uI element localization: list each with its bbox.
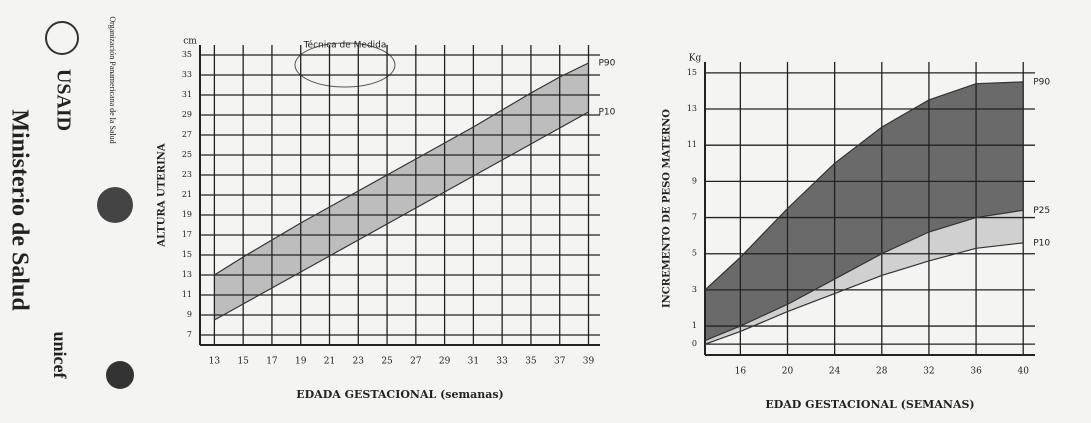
unit-label: cm [183, 37, 197, 47]
x-tick-label: 15 [237, 357, 249, 367]
y-tick-label: 3 [692, 285, 697, 294]
y-tick-label: 15 [687, 68, 697, 77]
x-tick-label: 29 [439, 357, 451, 367]
y-tick-label: 7 [187, 330, 192, 339]
x-tick-label: 23 [353, 357, 365, 367]
x-tick-label: 13 [209, 357, 221, 367]
y-tick-label: 11 [687, 140, 697, 149]
y-tick-label: 15 [182, 250, 192, 259]
y-tick-label: 13 [687, 104, 697, 113]
x-tick-label: 32 [923, 367, 934, 377]
y-tick-label: 27 [182, 130, 192, 139]
x-tick-label: 24 [829, 367, 841, 377]
x-tick-label: 17 [266, 357, 278, 367]
y-tick-label: 29 [182, 110, 192, 119]
unicef: unicef [50, 332, 70, 380]
x-tick-label: 33 [496, 357, 508, 367]
x-tick-label: 37 [554, 357, 566, 367]
curve-label: P90 [598, 59, 615, 69]
curve-label: P90 [1033, 77, 1050, 87]
y-tick-label: 7 [692, 213, 697, 222]
y-tick-label: 25 [182, 150, 192, 159]
y-tick-label: 13 [182, 270, 192, 279]
y-tick-label: 17 [182, 230, 192, 239]
y-tick-label: 31 [182, 90, 192, 99]
y-tick-label: 9 [187, 310, 192, 319]
x-tick-label: 21 [324, 357, 335, 367]
y-tick-label: 0 [692, 339, 697, 348]
y-tick-label: 11 [182, 290, 192, 299]
y-axis-label: INCREMENTO DE PESO MATERNO [662, 109, 673, 308]
unit-label: Kg [689, 54, 702, 64]
x-tick-label: 25 [381, 357, 393, 367]
logo [106, 361, 134, 389]
curve-label: P25 [1033, 206, 1050, 216]
y-tick-label: 33 [182, 70, 192, 79]
y-tick-label: 5 [692, 249, 697, 258]
y-tick-label: 21 [182, 190, 192, 199]
y-axis-label: ALTURA UTERINA [157, 143, 168, 248]
y-tick-label: 9 [692, 176, 697, 185]
x-axis-label: EDAD GESTACIONAL (SEMANAS) [765, 398, 974, 411]
x-tick-label: 16 [735, 367, 747, 377]
card: Ministerio de Salud USAID Organización P… [0, 0, 1091, 423]
ministry: Ministerio de Salud [6, 109, 32, 311]
y-tick-label: 35 [182, 50, 192, 59]
x-tick-label: 35 [525, 357, 537, 367]
ops: Organización Panamericana de la Salud [108, 16, 117, 143]
x-tick-label: 31 [468, 357, 479, 367]
x-tick-label: 36 [970, 367, 982, 377]
y-tick-label: 1 [692, 321, 697, 330]
curve-label: P10 [598, 108, 615, 118]
y-tick-label: 19 [182, 210, 192, 219]
x-tick-label: 40 [1017, 367, 1029, 377]
x-tick-label: 20 [782, 367, 794, 377]
usaid: USAID [52, 69, 74, 131]
illustration-label: Técnica de Medida [303, 40, 387, 51]
y-tick-label: 23 [182, 170, 192, 179]
x-axis-label: EDADA GESTACIONAL (semanas) [296, 388, 504, 401]
x-tick-label: 27 [410, 357, 422, 367]
x-tick-label: 39 [583, 357, 595, 367]
x-tick-label: 28 [876, 367, 888, 377]
curve-label: P10 [1033, 238, 1050, 248]
x-tick-label: 19 [295, 357, 307, 367]
logo [97, 187, 133, 223]
